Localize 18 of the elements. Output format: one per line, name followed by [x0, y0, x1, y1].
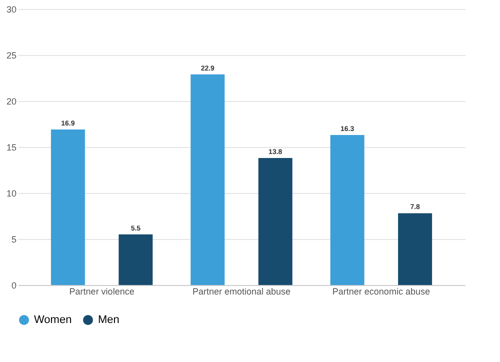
bar	[330, 135, 364, 285]
y-tick-label: 25	[6, 50, 16, 60]
x-tick-label: Partner violence	[69, 286, 134, 296]
y-tick-label: 0	[11, 280, 16, 290]
y-tick-label: 5	[11, 234, 16, 244]
bar	[398, 213, 432, 285]
x-tick-label: Partner emotional abuse	[192, 286, 291, 296]
x-tick-label: Partner economic abuse	[332, 286, 430, 296]
legend-label: Men	[98, 314, 120, 326]
bar	[118, 234, 153, 285]
legend-label: Women	[34, 314, 72, 326]
bar	[190, 74, 225, 285]
bar	[50, 130, 85, 285]
bar	[258, 158, 292, 285]
y-tick-label: 20	[6, 96, 16, 106]
y-tick-label: 10	[6, 188, 16, 198]
y-tick-label: 15	[6, 142, 16, 152]
y-tick-label: 30	[6, 4, 16, 14]
